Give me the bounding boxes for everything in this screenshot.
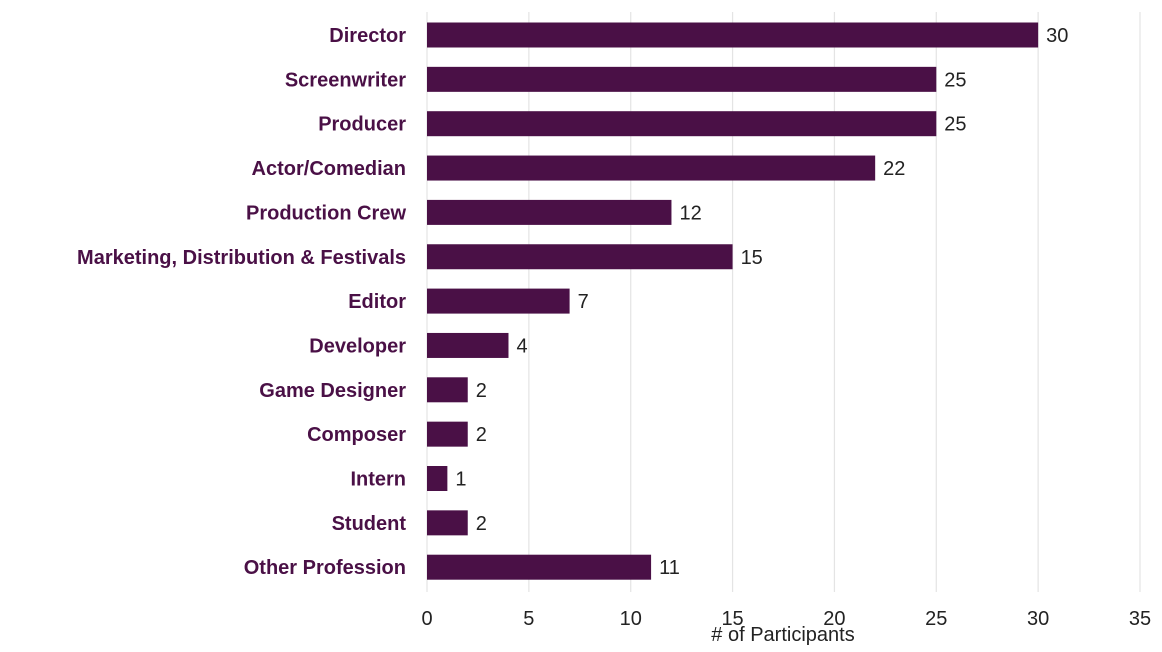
category-label: Production Crew bbox=[246, 202, 406, 224]
value-label: 22 bbox=[883, 158, 905, 180]
value-label: 15 bbox=[741, 247, 763, 269]
bar bbox=[427, 466, 448, 491]
bar bbox=[427, 111, 937, 137]
bar bbox=[427, 66, 937, 92]
bar bbox=[427, 554, 652, 580]
bar bbox=[427, 22, 1039, 48]
x-tick-label: 5 bbox=[523, 608, 534, 630]
x-tick-label: 0 bbox=[421, 608, 432, 630]
value-label: 1 bbox=[455, 469, 466, 491]
category-labels: Director Screenwriter Producer Actor/Comedi… bbox=[77, 25, 406, 579]
value-label: 4 bbox=[516, 335, 527, 357]
value-label: 2 bbox=[476, 380, 487, 402]
x-tick-label: 20 bbox=[823, 608, 845, 630]
x-tick-label: 35 bbox=[1129, 608, 1151, 630]
bar bbox=[427, 510, 468, 536]
value-label: 7 bbox=[578, 291, 589, 313]
value-label: 11 bbox=[659, 557, 680, 579]
category-label: Director bbox=[329, 25, 406, 47]
category-label: Producer bbox=[318, 114, 406, 136]
bars bbox=[427, 22, 1039, 580]
category-label: Marketing, Distribution & Festivals bbox=[77, 247, 406, 269]
x-axis-title: # of Participants bbox=[711, 624, 854, 646]
value-label: 2 bbox=[476, 424, 487, 446]
category-label: Actor/Comedian bbox=[252, 158, 406, 180]
category-label: Composer bbox=[307, 424, 406, 446]
bar bbox=[427, 199, 672, 225]
bar bbox=[427, 377, 468, 403]
bar bbox=[427, 332, 509, 358]
grid-lines bbox=[426, 12, 1141, 592]
bar bbox=[427, 421, 468, 447]
bar bbox=[427, 155, 876, 181]
category-label: Other Profession bbox=[244, 557, 406, 579]
category-label: Student bbox=[332, 513, 407, 535]
value-label: 12 bbox=[679, 202, 701, 224]
value-label: 25 bbox=[944, 114, 966, 136]
x-tick-label: 25 bbox=[925, 608, 947, 630]
bar bbox=[427, 288, 570, 314]
x-tick-label: 10 bbox=[620, 608, 642, 630]
x-tick-label: 30 bbox=[1027, 608, 1049, 630]
x-tick-labels: 0 5 10 15 20 25 30 35 bbox=[421, 608, 1151, 630]
value-label: 25 bbox=[944, 69, 966, 91]
bar bbox=[427, 244, 733, 270]
value-label: 2 bbox=[476, 513, 487, 535]
x-tick-label: 15 bbox=[721, 608, 743, 630]
category-label: Editor bbox=[348, 291, 406, 313]
category-label: Intern bbox=[350, 469, 406, 491]
category-label: Screenwriter bbox=[285, 69, 406, 91]
category-label: Game Designer bbox=[259, 380, 406, 402]
category-label: Developer bbox=[309, 335, 406, 357]
value-label: 30 bbox=[1046, 25, 1068, 47]
